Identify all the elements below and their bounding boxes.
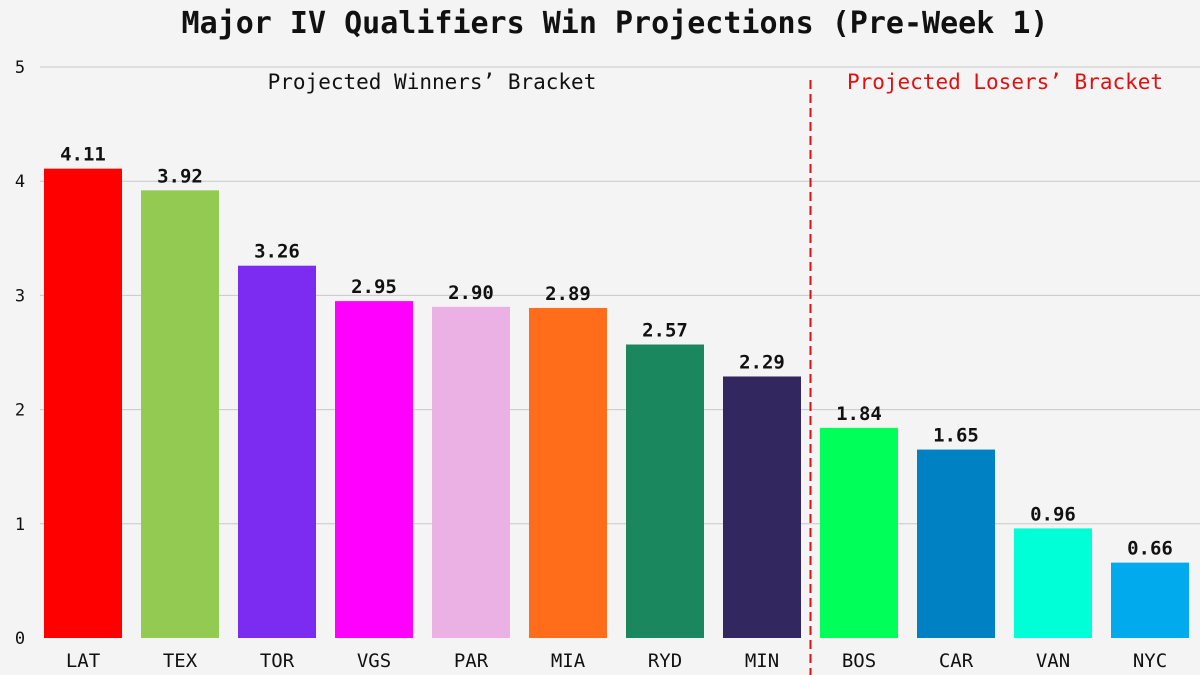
y-tick-label: 5 bbox=[15, 58, 25, 78]
value-label-nyc: 0.66 bbox=[1127, 538, 1173, 560]
category-label-tor: TOR bbox=[260, 650, 295, 672]
bar-nyc bbox=[1111, 562, 1189, 638]
chart-title: Major IV Qualifiers Win Projections (Pre… bbox=[182, 6, 1049, 41]
bar-car bbox=[917, 449, 995, 638]
bar-ryd bbox=[626, 344, 704, 638]
category-label-par: PAR bbox=[454, 650, 489, 672]
category-label-mia: MIA bbox=[551, 650, 586, 672]
value-label-lat: 4.11 bbox=[60, 144, 106, 166]
value-label-tex: 3.92 bbox=[157, 165, 203, 187]
bars bbox=[44, 168, 1189, 638]
winners-bracket-label: Projected Winners’ Bracket bbox=[268, 70, 597, 94]
value-label-car: 1.65 bbox=[933, 425, 979, 447]
value-label-bos: 1.84 bbox=[836, 403, 882, 425]
bar-bos bbox=[820, 427, 898, 638]
y-tick-label: 1 bbox=[15, 515, 25, 535]
bar-par bbox=[432, 306, 510, 638]
value-label-tor: 3.26 bbox=[254, 241, 300, 263]
value-label-van: 0.96 bbox=[1030, 503, 1076, 525]
category-label-bos: BOS bbox=[842, 650, 876, 672]
value-label-vgs: 2.95 bbox=[351, 276, 397, 298]
category-label-tex: TEX bbox=[163, 650, 198, 672]
bar-min bbox=[723, 376, 801, 638]
y-tick-label: 0 bbox=[15, 629, 25, 649]
bar-vgs bbox=[335, 301, 413, 638]
value-label-par: 2.90 bbox=[448, 282, 494, 304]
x-axis: LAT TEX TOR VGS PAR MIA RYD MIN BOS CAR VAN NYC bbox=[66, 650, 1167, 672]
value-labels: 4.11 3.92 3.26 2.95 2.90 2.89 2.57 2.29 1.84 1.65… bbox=[60, 144, 1173, 560]
category-label-vgs: VGS bbox=[357, 650, 391, 672]
bar-tor bbox=[238, 265, 316, 638]
y-axis: 0 1 2 3 4 5 bbox=[15, 58, 25, 649]
y-tick-label: 2 bbox=[15, 401, 25, 421]
gridlines bbox=[40, 66, 1200, 525]
losers-bracket-label: Projected Losers’ Bracket bbox=[847, 70, 1163, 94]
category-label-van: VAN bbox=[1036, 650, 1070, 672]
category-label-ryd: RYD bbox=[648, 650, 682, 672]
category-label-car: CAR bbox=[939, 650, 974, 672]
bar-lat bbox=[44, 168, 122, 638]
y-tick-label: 3 bbox=[15, 286, 25, 306]
value-label-mia: 2.89 bbox=[545, 283, 591, 305]
category-label-min: MIN bbox=[745, 650, 779, 672]
value-label-min: 2.29 bbox=[739, 351, 785, 373]
bar-tex bbox=[141, 190, 219, 638]
bar-van bbox=[1014, 528, 1092, 638]
y-tick-label: 4 bbox=[15, 172, 25, 192]
category-label-nyc: NYC bbox=[1133, 650, 1167, 672]
category-label-lat: LAT bbox=[66, 650, 100, 672]
value-label-ryd: 2.57 bbox=[642, 320, 688, 342]
bar-mia bbox=[529, 307, 607, 638]
